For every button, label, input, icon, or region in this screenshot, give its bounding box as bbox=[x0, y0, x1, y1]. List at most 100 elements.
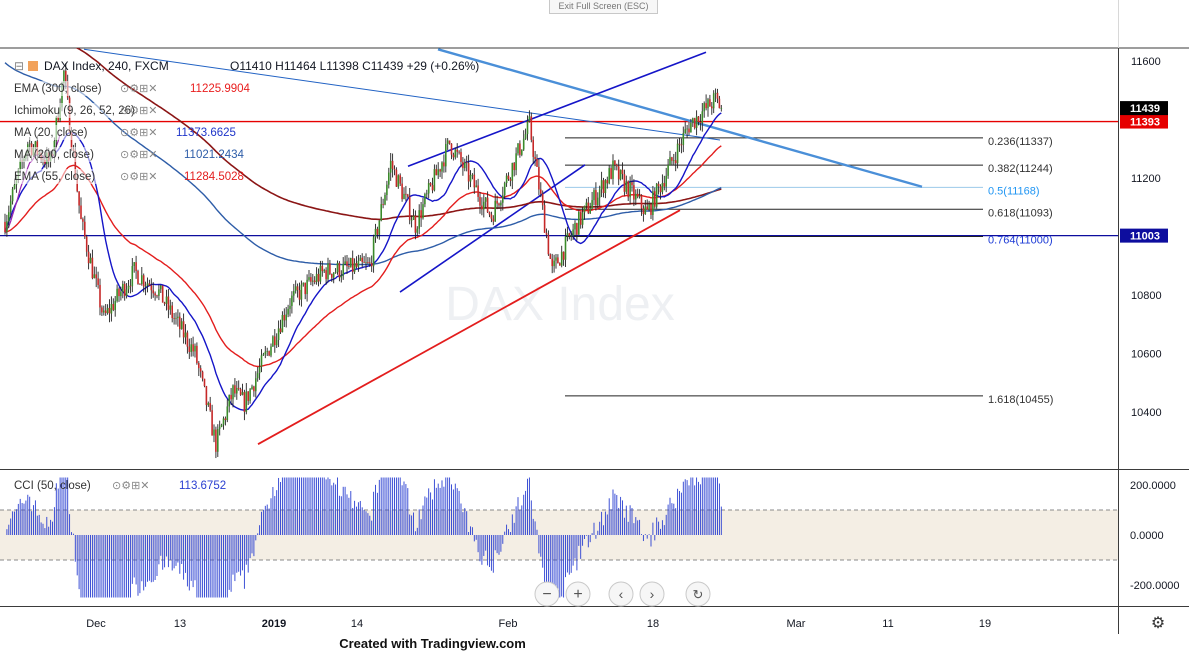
candle[interactable] bbox=[308, 269, 310, 282]
candle[interactable] bbox=[703, 101, 705, 118]
candle[interactable] bbox=[526, 115, 529, 141]
candle[interactable] bbox=[473, 167, 476, 194]
candle[interactable] bbox=[209, 396, 211, 412]
trend-line-upper-channel-left[interactable] bbox=[83, 48, 721, 141]
candle[interactable] bbox=[540, 182, 542, 198]
candle[interactable] bbox=[344, 255, 346, 266]
candle[interactable] bbox=[692, 117, 694, 127]
candle[interactable] bbox=[84, 215, 86, 239]
price-pane[interactable] bbox=[0, 48, 1118, 468]
candle[interactable] bbox=[452, 152, 455, 161]
candle[interactable] bbox=[460, 148, 462, 168]
candle[interactable] bbox=[6, 214, 8, 237]
candle[interactable] bbox=[152, 282, 154, 298]
indicator-legend-item[interactable]: MA (200, close) ⊙⚙⊞✕ 11021.2434 bbox=[10, 147, 245, 162]
candle[interactable] bbox=[116, 284, 118, 303]
candle[interactable] bbox=[650, 202, 652, 219]
candle[interactable] bbox=[427, 179, 430, 199]
candle[interactable] bbox=[80, 197, 82, 220]
candle[interactable] bbox=[555, 254, 557, 269]
candle[interactable] bbox=[11, 186, 14, 205]
candle[interactable] bbox=[222, 416, 225, 430]
candle[interactable] bbox=[462, 157, 464, 176]
candle[interactable] bbox=[205, 385, 208, 412]
candle[interactable] bbox=[665, 167, 667, 193]
candle[interactable] bbox=[610, 166, 612, 180]
candle[interactable] bbox=[676, 139, 679, 169]
candle[interactable] bbox=[391, 153, 394, 178]
candle[interactable] bbox=[496, 195, 498, 210]
trend-line-support-red[interactable] bbox=[257, 209, 681, 445]
candle[interactable] bbox=[631, 174, 633, 192]
candle[interactable] bbox=[277, 320, 280, 348]
candle[interactable] bbox=[275, 333, 278, 348]
candle[interactable] bbox=[623, 169, 626, 196]
candle[interactable] bbox=[481, 197, 483, 216]
candle[interactable] bbox=[604, 179, 607, 199]
candle[interactable] bbox=[619, 169, 622, 181]
candle[interactable] bbox=[144, 281, 147, 296]
candle[interactable] bbox=[389, 152, 392, 181]
candle[interactable] bbox=[236, 380, 238, 400]
candle[interactable] bbox=[464, 158, 466, 172]
candle[interactable] bbox=[125, 283, 128, 299]
candle[interactable] bbox=[612, 154, 614, 185]
candle[interactable] bbox=[439, 168, 441, 178]
candle[interactable] bbox=[479, 192, 481, 214]
candle[interactable] bbox=[591, 191, 593, 209]
candle[interactable] bbox=[431, 177, 434, 194]
candle[interactable] bbox=[199, 365, 202, 378]
candle[interactable] bbox=[693, 117, 696, 130]
candle[interactable] bbox=[161, 285, 164, 303]
candle[interactable] bbox=[629, 176, 631, 205]
candle[interactable] bbox=[325, 267, 327, 285]
candle[interactable] bbox=[384, 192, 386, 206]
candle[interactable] bbox=[8, 205, 10, 228]
candle[interactable] bbox=[614, 160, 616, 171]
candle[interactable] bbox=[97, 271, 99, 289]
candle[interactable] bbox=[315, 267, 318, 285]
candle[interactable] bbox=[568, 232, 571, 240]
candle[interactable] bbox=[541, 190, 544, 210]
candle[interactable] bbox=[357, 254, 360, 272]
candle[interactable] bbox=[695, 110, 698, 136]
candle[interactable] bbox=[564, 228, 567, 267]
candle[interactable] bbox=[684, 121, 686, 134]
candle[interactable] bbox=[380, 196, 382, 222]
candle[interactable] bbox=[397, 174, 400, 189]
candle[interactable] bbox=[234, 378, 236, 398]
candle[interactable] bbox=[572, 223, 574, 241]
candle[interactable] bbox=[625, 175, 628, 195]
candle[interactable] bbox=[285, 306, 287, 328]
candle[interactable] bbox=[141, 267, 143, 286]
candle[interactable] bbox=[142, 273, 145, 293]
candle[interactable] bbox=[408, 187, 411, 225]
candle[interactable] bbox=[714, 88, 717, 103]
candle[interactable] bbox=[595, 182, 597, 211]
candle[interactable] bbox=[627, 180, 629, 201]
candle[interactable] bbox=[395, 167, 398, 187]
candle[interactable] bbox=[188, 338, 191, 359]
candle[interactable] bbox=[483, 194, 485, 218]
exit-fullscreen-button[interactable]: Exit Full Screen (ESC) bbox=[549, 0, 658, 14]
candle[interactable] bbox=[291, 291, 293, 314]
candle[interactable] bbox=[272, 335, 274, 347]
candle[interactable] bbox=[553, 254, 555, 273]
candle[interactable] bbox=[579, 211, 582, 229]
candle[interactable] bbox=[559, 262, 561, 266]
candle[interactable] bbox=[332, 272, 335, 284]
candle[interactable] bbox=[101, 305, 103, 316]
zoom-out-button[interactable]: − bbox=[534, 581, 560, 607]
candle[interactable] bbox=[606, 176, 609, 189]
candle[interactable] bbox=[106, 304, 109, 315]
candle[interactable] bbox=[376, 226, 379, 239]
candle[interactable] bbox=[4, 213, 6, 235]
candle[interactable] bbox=[154, 291, 156, 301]
candle[interactable] bbox=[633, 179, 635, 207]
candle[interactable] bbox=[190, 338, 192, 357]
candle[interactable] bbox=[184, 324, 187, 345]
candle[interactable] bbox=[532, 136, 534, 164]
candle[interactable] bbox=[638, 189, 641, 199]
candle[interactable] bbox=[445, 138, 447, 173]
candle[interactable] bbox=[621, 162, 624, 180]
